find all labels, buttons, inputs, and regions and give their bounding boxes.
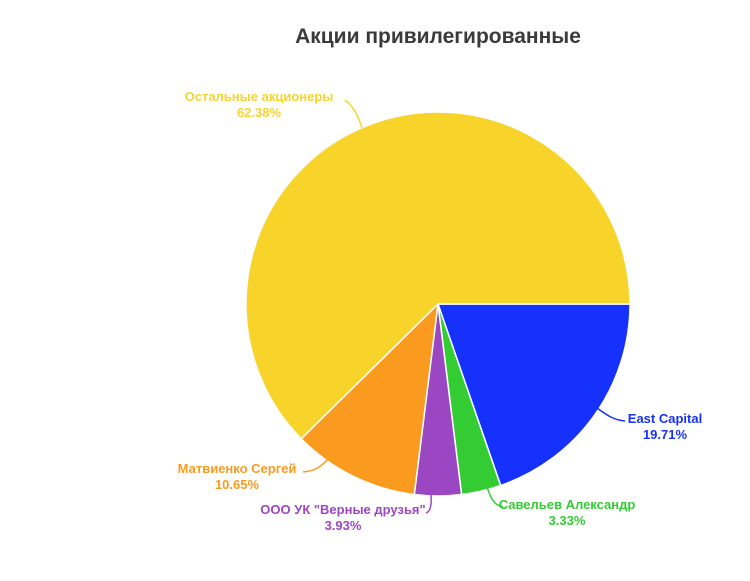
slice-label-value-1: 19.71% bbox=[643, 427, 688, 442]
pie-slices bbox=[245, 111, 631, 497]
leader-line-1 bbox=[596, 407, 626, 422]
label-leader-lines bbox=[302, 99, 626, 514]
pie-slice-1 bbox=[436, 303, 631, 487]
leader-line-4 bbox=[302, 457, 330, 473]
slice-label-value-5: 62.38% bbox=[237, 105, 282, 120]
slice-label-value-3: 3.93% bbox=[325, 518, 362, 533]
pie-slice-5 bbox=[245, 111, 631, 440]
leader-line-3 bbox=[425, 494, 432, 514]
pie-slice-4 bbox=[300, 301, 440, 496]
chart-title: Акции привилегированные bbox=[295, 25, 581, 48]
slice-label-name-1: East Capital bbox=[628, 411, 702, 426]
slice-label-name-2: Савельев Александр bbox=[499, 497, 636, 512]
slice-label-value-4: 10.65% bbox=[215, 477, 260, 492]
slice-label-name-3: ООО УК "Верные друзья" bbox=[260, 502, 425, 517]
leader-line-2 bbox=[484, 481, 504, 508]
slice-label-value-2: 3.33% bbox=[549, 513, 586, 528]
leader-line-5 bbox=[344, 99, 363, 129]
slice-label-name-5: Остальные акционеры bbox=[185, 89, 334, 104]
slice-label-name-4: Матвиенко Сергей bbox=[178, 461, 297, 476]
